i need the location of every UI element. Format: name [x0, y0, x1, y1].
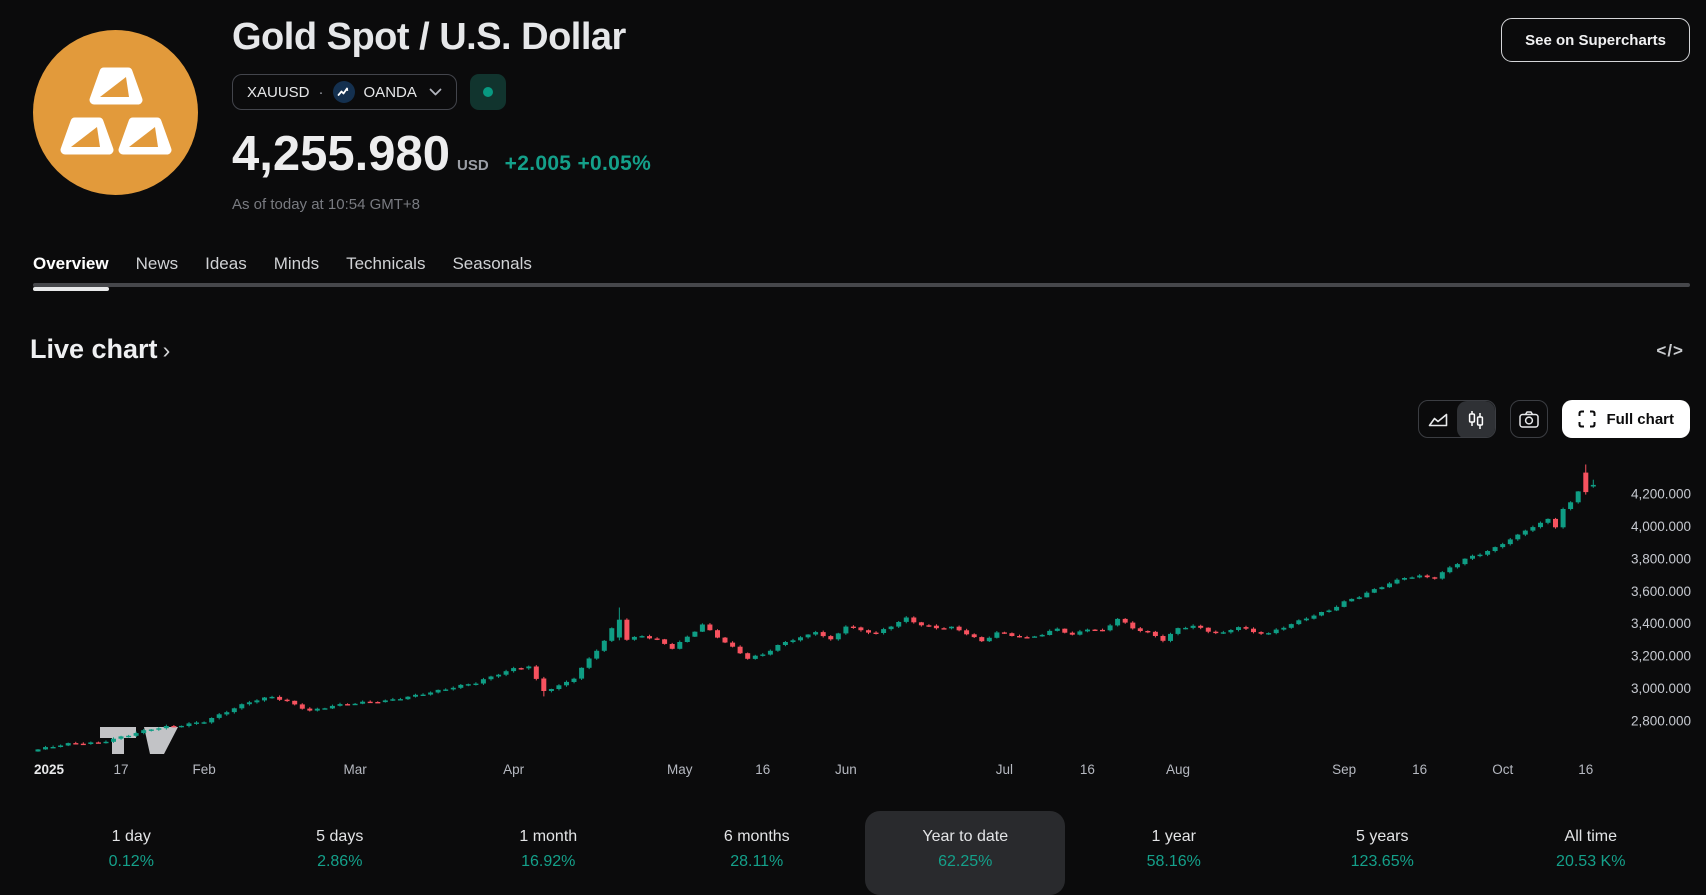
x-axis-label: Mar	[343, 762, 367, 777]
period-year-to-date[interactable]: Year to date 62.25%	[861, 828, 1070, 871]
x-axis-label: Sep	[1332, 762, 1356, 777]
period-label: 6 months	[723, 828, 790, 845]
embed-code-icon[interactable]: </>	[1656, 341, 1684, 360]
market-open-dot-icon	[482, 87, 493, 97]
x-axis-label: Jul	[996, 762, 1013, 777]
x-axis-label: May	[667, 762, 693, 777]
area-chart-icon[interactable]	[1419, 401, 1457, 437]
y-axis-price-label: 3,600.000	[1631, 584, 1691, 599]
exchange-label: OANDA	[363, 83, 417, 101]
chevron-right-icon: ›	[162, 337, 171, 363]
period-label: 1 year	[1151, 828, 1196, 845]
as-of-timestamp: As of today at 10:54 GMT+8	[232, 196, 421, 213]
x-axis-label: Jun	[835, 762, 857, 777]
x-axis-label: 16	[755, 762, 770, 777]
live-chart-heading-text: Live chart	[30, 334, 158, 364]
separator-dot: ·	[318, 83, 324, 101]
tabs-underline-track	[33, 283, 1690, 287]
x-axis-label: Feb	[192, 762, 215, 777]
chart-toolbar: Full chart	[1418, 400, 1690, 438]
price-change: +2.005 +0.05%	[505, 152, 651, 176]
gold-symbol-logo	[33, 30, 198, 195]
tab-ideas[interactable]: Ideas	[205, 254, 247, 288]
period-change-percent: 0.12%	[108, 853, 154, 870]
x-axis-label: Apr	[503, 762, 525, 777]
period-label: 5 years	[1356, 828, 1409, 845]
tab-seasonals[interactable]: Seasonals	[452, 254, 531, 288]
tradingview-watermark-icon	[100, 727, 178, 754]
period-label: 5 days	[316, 828, 364, 845]
period-label: All time	[1564, 828, 1617, 845]
tab-overview[interactable]: Overview	[33, 254, 109, 291]
symbol-page-tabs: Overview News Ideas Minds Technicals Seasonal…	[33, 254, 532, 291]
y-axis-price-scale: 4,200.000 4,000.000 3,800.000 3,600.000 3,40…	[1631, 487, 1691, 729]
symbol-selector[interactable]: XAUUSD · OANDA	[232, 74, 457, 110]
see-on-supercharts-button[interactable]: See on Supercharts	[1501, 18, 1690, 62]
full-chart-button[interactable]: Full chart	[1562, 400, 1690, 438]
oanda-logo	[332, 81, 355, 103]
x-axis-label: 16	[1080, 762, 1095, 777]
x-axis-labels: 2025 17 Feb Mar Apr May 16 Jun Jul 16 Aug Sep 16 Oct 1…	[34, 762, 1593, 777]
candlestick-series	[35, 464, 1596, 752]
y-axis-price-label: 3,800.000	[1631, 551, 1691, 566]
fullscreen-icon	[1578, 410, 1596, 428]
period-change-percent: 28.11%	[730, 853, 784, 870]
period-all-time[interactable]: All time 20.53 K%	[1487, 828, 1696, 871]
market-status-button[interactable]	[469, 74, 506, 110]
period-change-percent: 20.53 K%	[1556, 853, 1626, 870]
y-axis-price-label: 3,200.000	[1631, 649, 1691, 664]
change-absolute: +2.005	[504, 152, 572, 175]
y-axis-price-label: 2,800.000	[1631, 714, 1691, 729]
tab-news[interactable]: News	[136, 254, 179, 288]
camera-snapshot-icon[interactable]	[1510, 400, 1549, 438]
symbol-row: XAUUSD · OANDA	[232, 74, 506, 110]
symbol-label: XAUUSD	[247, 83, 310, 101]
period-label: 1 month	[519, 828, 578, 845]
y-axis-price-label: 3,400.000	[1631, 616, 1691, 631]
x-axis-label: 16	[1412, 762, 1427, 777]
period-change-percent: 2.86%	[317, 853, 363, 870]
gold-bars-icon	[60, 67, 172, 155]
period-6-months[interactable]: 6 months 28.11%	[653, 828, 862, 871]
tab-minds[interactable]: Minds	[274, 254, 319, 288]
period-change-percent: 58.16%	[1146, 853, 1201, 870]
chart-type-toggle	[1418, 400, 1497, 438]
period-selector-row: 1 day 0.12% 5 days 2.86% 1 month 16.92% 6 mont…	[27, 828, 1695, 871]
x-axis-label: 16	[1578, 762, 1593, 777]
period-change-percent: 16.92%	[521, 853, 576, 870]
chevron-down-icon	[429, 88, 442, 96]
x-axis-label: Aug	[1166, 762, 1190, 777]
live-chart-link[interactable]: Live chart ›	[30, 334, 170, 365]
period-1-day[interactable]: 1 day 0.12%	[27, 828, 236, 871]
y-axis-price-label: 3,000.000	[1631, 681, 1691, 696]
x-axis-label: 2025	[34, 762, 65, 777]
period-1-year[interactable]: 1 year 58.16%	[1070, 828, 1279, 871]
tab-technicals[interactable]: Technicals	[346, 254, 425, 288]
period-change-percent: 62.25%	[938, 853, 993, 870]
y-axis-price-label: 4,000.000	[1631, 519, 1691, 534]
x-axis-label: Oct	[1492, 762, 1513, 777]
period-5-days[interactable]: 5 days 2.86%	[236, 828, 445, 871]
period-label: 1 day	[111, 828, 151, 845]
price-row: 4,255.980 USD +2.005 +0.05%	[232, 126, 651, 182]
last-price: 4,255.980	[232, 127, 450, 181]
period-label: Year to date	[922, 828, 1009, 845]
period-change-percent: 123.65%	[1350, 853, 1414, 870]
period-1-month[interactable]: 1 month 16.92%	[444, 828, 653, 871]
change-percent: +0.05%	[577, 152, 652, 175]
period-5-years[interactable]: 5 years 123.65%	[1278, 828, 1487, 871]
currency-label: USD	[457, 157, 489, 174]
y-axis-price-label: 4,200.000	[1631, 487, 1691, 502]
x-axis-label: 17	[114, 762, 129, 777]
full-chart-label: Full chart	[1606, 410, 1674, 428]
candlestick-chart-icon[interactable]	[1457, 401, 1496, 437]
page-title: Gold Spot / U.S. Dollar	[232, 16, 626, 58]
